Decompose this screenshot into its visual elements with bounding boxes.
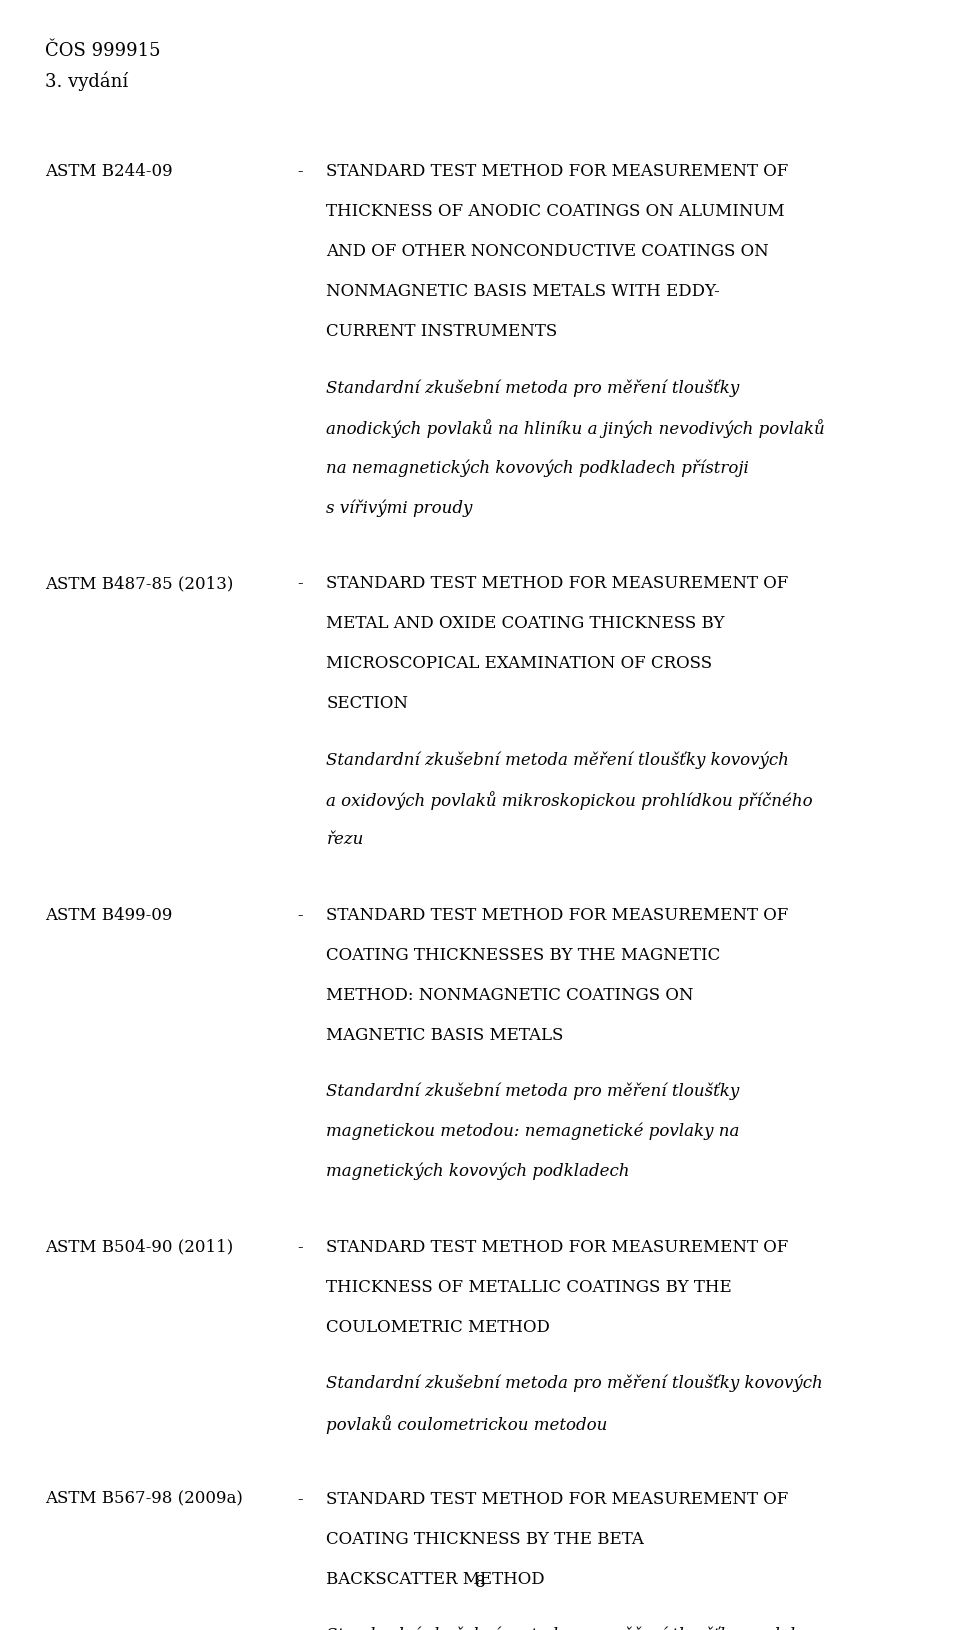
Text: -: -	[298, 906, 303, 923]
Text: Standardní zkušební metoda pro měření tloušťky: Standardní zkušební metoda pro měření tl…	[326, 378, 739, 396]
Text: THICKNESS OF METALLIC COATINGS BY THE: THICKNESS OF METALLIC COATINGS BY THE	[326, 1278, 732, 1294]
Text: řezu: řezu	[326, 830, 364, 848]
Text: ASTM B567-98 (2009a): ASTM B567-98 (2009a)	[45, 1490, 243, 1506]
Text: STANDARD TEST METHOD FOR MEASUREMENT OF: STANDARD TEST METHOD FOR MEASUREMENT OF	[326, 906, 789, 923]
Text: NONMAGNETIC BASIS METALS WITH EDDY-: NONMAGNETIC BASIS METALS WITH EDDY-	[326, 282, 720, 300]
Text: AND OF OTHER NONCONDUCTIVE COATINGS ON: AND OF OTHER NONCONDUCTIVE COATINGS ON	[326, 243, 769, 259]
Text: SECTION: SECTION	[326, 694, 408, 711]
Text: STANDARD TEST METHOD FOR MEASUREMENT OF: STANDARD TEST METHOD FOR MEASUREMENT OF	[326, 163, 789, 179]
Text: s vířivými proudy: s vířivými proudy	[326, 499, 472, 517]
Text: -: -	[298, 163, 303, 179]
Text: STANDARD TEST METHOD FOR MEASUREMENT OF: STANDARD TEST METHOD FOR MEASUREMENT OF	[326, 1237, 789, 1255]
Text: 3. vydání: 3. vydání	[45, 72, 129, 91]
Text: MICROSCOPICAL EXAMINATION OF CROSS: MICROSCOPICAL EXAMINATION OF CROSS	[326, 654, 712, 672]
Text: na nemagnetických kovových podkladech přístroji: na nemagnetických kovových podkladech př…	[326, 458, 749, 476]
Text: CURRENT INSTRUMENTS: CURRENT INSTRUMENTS	[326, 323, 558, 339]
Text: MAGNETIC BASIS METALS: MAGNETIC BASIS METALS	[326, 1025, 564, 1043]
Text: ASTM B504-90 (2011): ASTM B504-90 (2011)	[45, 1237, 233, 1255]
Text: 8: 8	[474, 1573, 486, 1589]
Text: ASTM B244-09: ASTM B244-09	[45, 163, 173, 179]
Text: Standardní zkušební metoda pro měření tloušťky: Standardní zkušební metoda pro měření tl…	[326, 1082, 739, 1100]
Text: -: -	[298, 574, 303, 592]
Text: STANDARD TEST METHOD FOR MEASUREMENT OF: STANDARD TEST METHOD FOR MEASUREMENT OF	[326, 574, 789, 592]
Text: METHOD: NONMAGNETIC COATINGS ON: METHOD: NONMAGNETIC COATINGS ON	[326, 986, 694, 1002]
Text: -: -	[298, 1237, 303, 1255]
Text: COULOMETRIC METHOD: COULOMETRIC METHOD	[326, 1317, 550, 1335]
Text: Standardní zkušební metoda měření tloušťky kovových: Standardní zkušební metoda měření tloušť…	[326, 750, 789, 768]
Text: COATING THICKNESS BY THE BETA: COATING THICKNESS BY THE BETA	[326, 1529, 644, 1547]
Text: -: -	[298, 1490, 303, 1506]
Text: STANDARD TEST METHOD FOR MEASUREMENT OF: STANDARD TEST METHOD FOR MEASUREMENT OF	[326, 1490, 789, 1506]
Text: ČOS 999915: ČOS 999915	[45, 42, 160, 60]
Text: magnetickou metodou: nemagnetické povlaky na: magnetickou metodou: nemagnetické povlak…	[326, 1121, 740, 1139]
Text: THICKNESS OF ANODIC COATINGS ON ALUMINUM: THICKNESS OF ANODIC COATINGS ON ALUMINUM	[326, 202, 785, 220]
Text: povlaků coulometrickou metodou: povlaků coulometrickou metodou	[326, 1413, 608, 1433]
Text: a oxidových povlaků mikroskopickou prohlídkou příčného: a oxidových povlaků mikroskopickou prohl…	[326, 791, 813, 810]
Text: Standardní zkušební metoda pro měření tloušťky kovových: Standardní zkušební metoda pro měření tl…	[326, 1374, 823, 1392]
Text: METAL AND OXIDE COATING THICKNESS BY: METAL AND OXIDE COATING THICKNESS BY	[326, 615, 725, 631]
Text: COATING THICKNESSES BY THE MAGNETIC: COATING THICKNESSES BY THE MAGNETIC	[326, 945, 721, 963]
Text: anodických povlaků na hliníku a jiných nevodivých povlaků: anodických povlaků na hliníku a jiných n…	[326, 419, 826, 438]
Text: ASTM B499-09: ASTM B499-09	[45, 906, 173, 923]
Text: BACKSCATTER METHOD: BACKSCATTER METHOD	[326, 1570, 545, 1586]
Text: Standardní zkušební metoda pro měření tloušťky povlaku: Standardní zkušební metoda pro měření tl…	[326, 1625, 811, 1630]
Text: magnetických kovových podkladech: magnetických kovových podkladech	[326, 1162, 630, 1180]
Text: ASTM B487-85 (2013): ASTM B487-85 (2013)	[45, 574, 233, 592]
